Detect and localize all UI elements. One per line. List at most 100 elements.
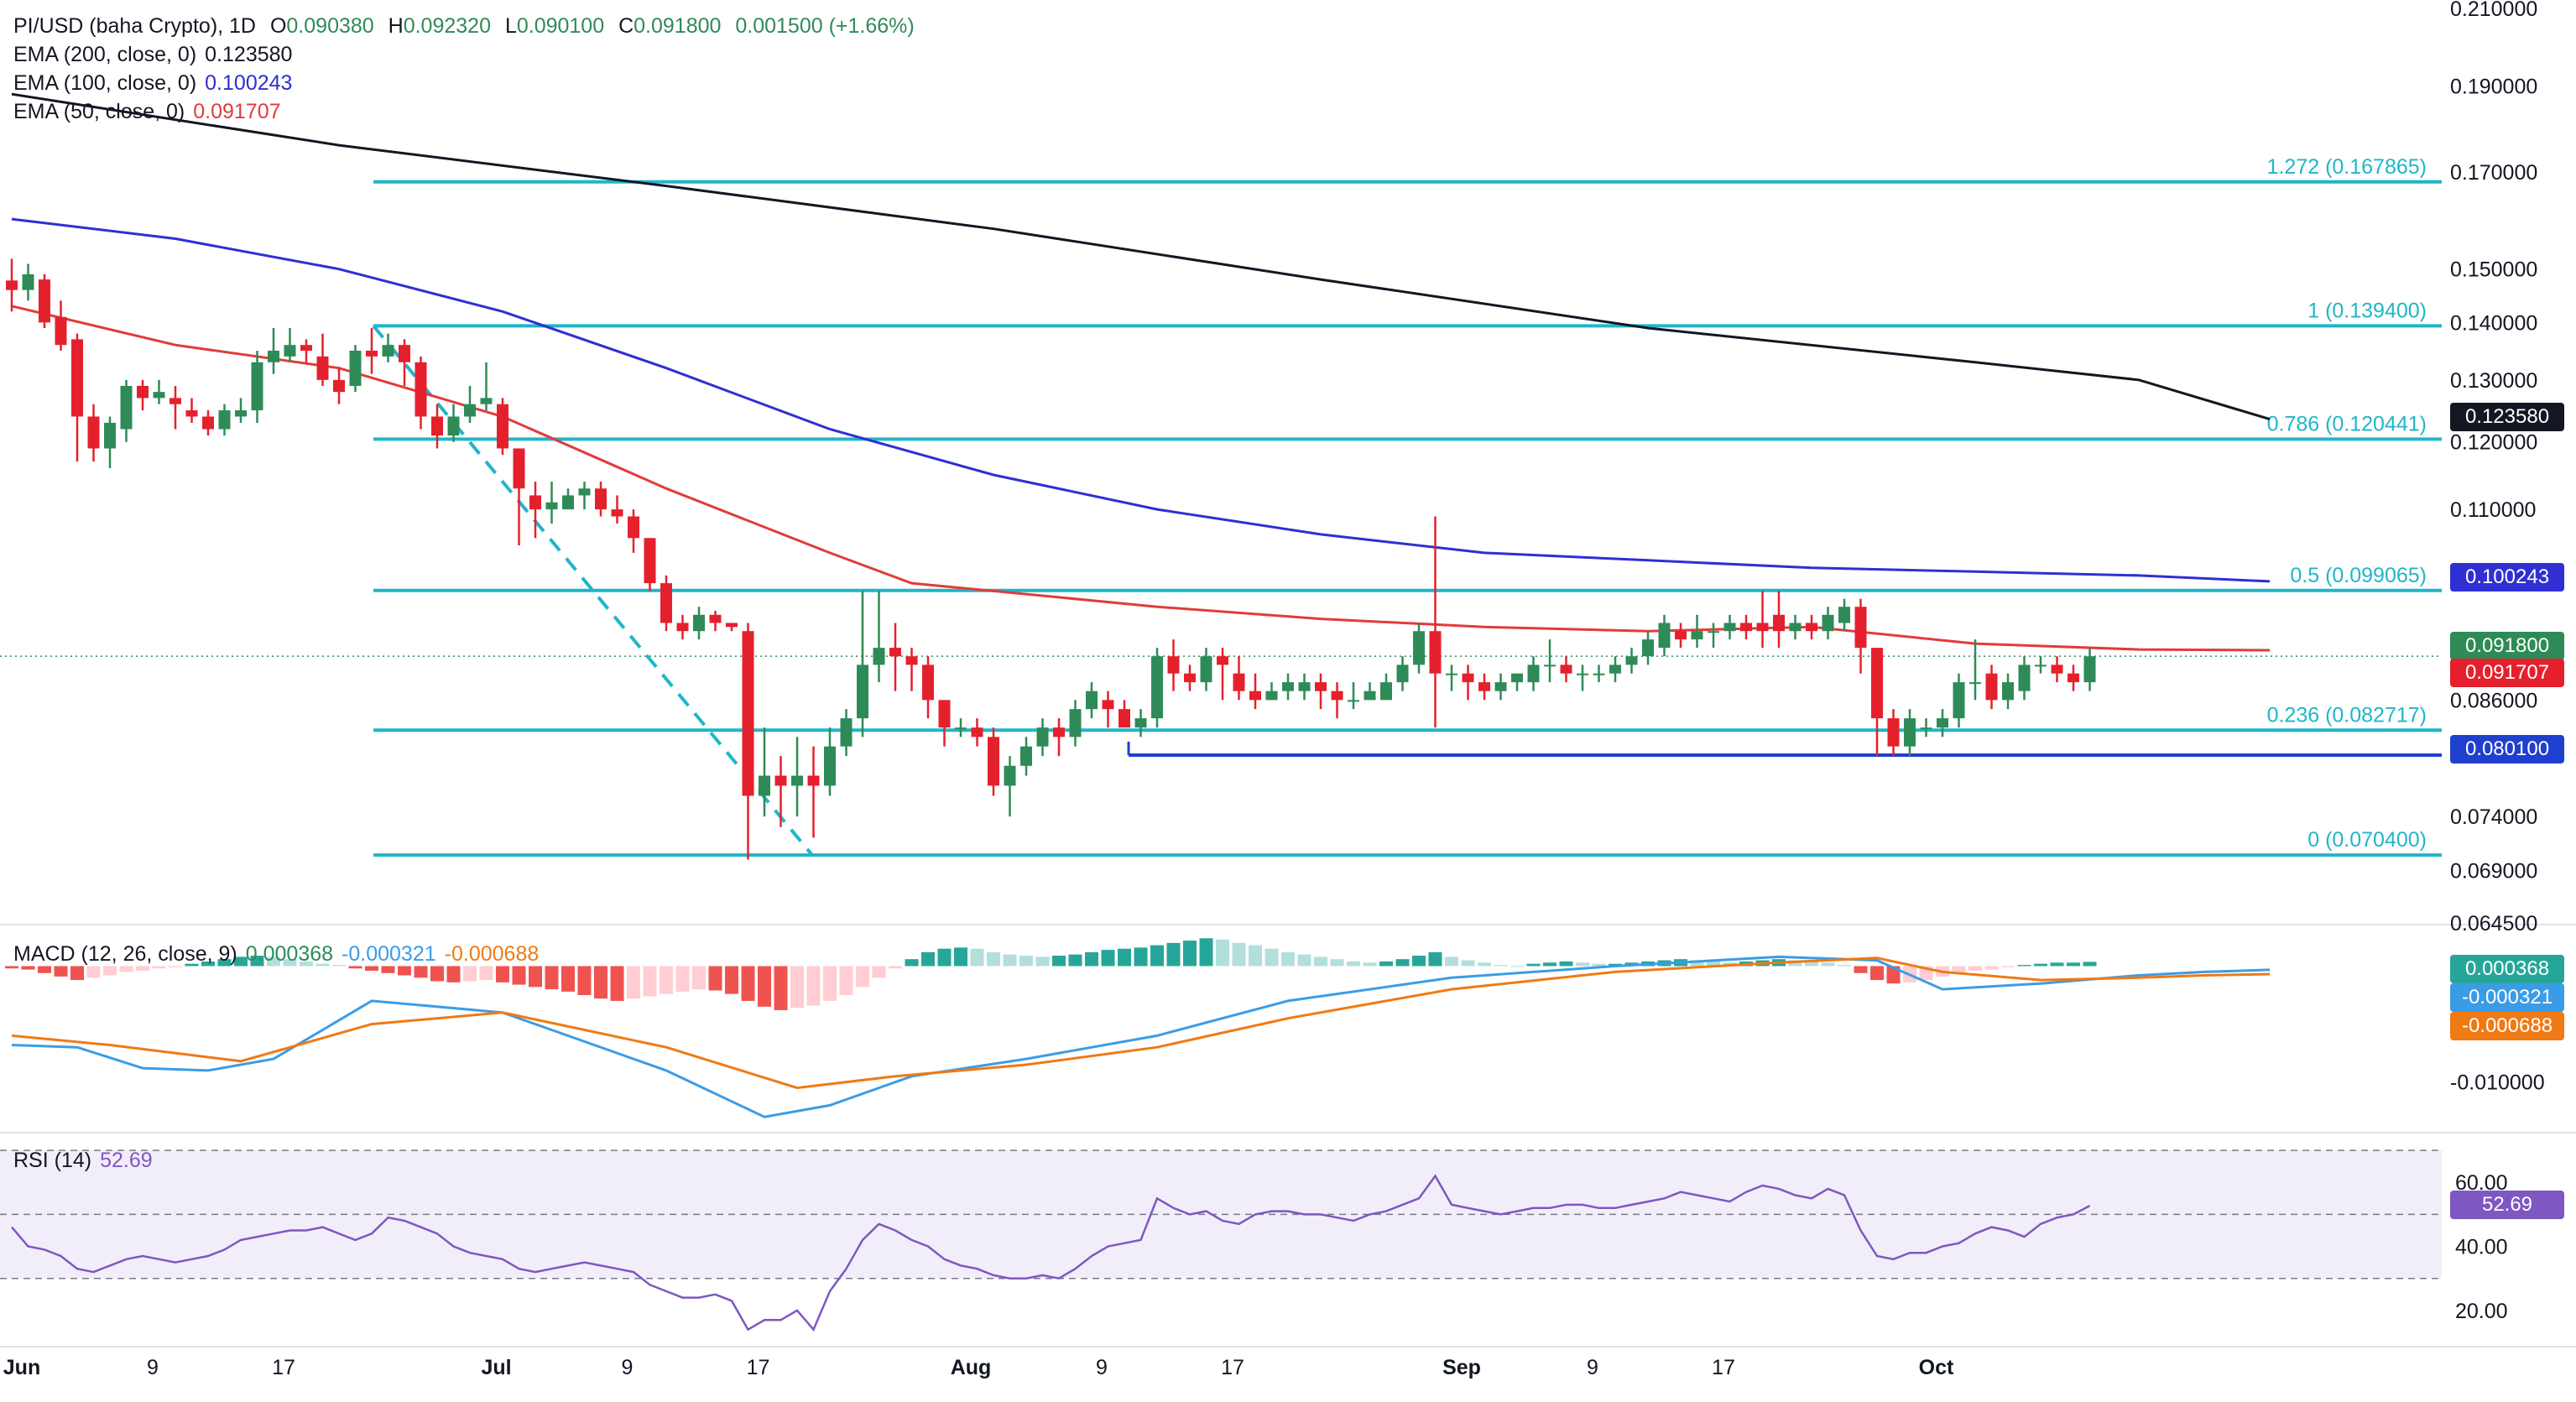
macd-histogram-bar (561, 966, 575, 992)
candle-body (742, 631, 754, 796)
price-axis-tick: 0.120000 (2450, 431, 2537, 455)
candle-body (120, 385, 133, 430)
macd-histogram-bar (1216, 939, 1229, 967)
price-axis-tick: 0.140000 (2450, 311, 2537, 335)
macd-histogram-bar (1788, 960, 1802, 967)
price-axis-tick: 0.130000 (2450, 369, 2537, 393)
macd-histogram-bar (577, 966, 592, 996)
candle-body (1593, 673, 1605, 675)
symbol-legend: PI/USD (baha Crypto), 1D O0.090380 H0.09… (13, 12, 923, 40)
macd-histogram-bar (937, 948, 952, 967)
macd-pane[interactable] (5, 938, 2271, 1118)
macd-histogram-bar (970, 948, 984, 967)
macd-histogram-bar (1199, 938, 1213, 967)
macd-histogram-bar (1183, 941, 1197, 967)
candle-body (1167, 656, 1180, 674)
ema200-line (11, 92, 2271, 421)
last-price-tag: 0.091800 (2450, 632, 2564, 660)
time-axis[interactable]: Jun 9 17 Jul 9 17 Aug 9 17 Sep 9 17 Oct (3, 1356, 1954, 1379)
candle-body (55, 316, 67, 346)
macd-histogram-bar (1428, 951, 1442, 967)
candle-body (2068, 673, 2079, 683)
ema200-value: 0.123580 (205, 43, 293, 66)
macd-histogram-bar (1150, 945, 1164, 967)
candle-body (22, 274, 34, 290)
rsi-pane[interactable] (0, 1149, 2442, 1332)
candle-body (578, 488, 591, 496)
price-axis[interactable]: 0.210000 0.190000 0.170000 0.150000 0.140000… (2450, 0, 2545, 1323)
candle-body (905, 656, 918, 665)
macd-histogram-bar (152, 966, 166, 969)
fibonacci-retracement[interactable]: 1.272 (0.167865) 1 (0.139400) 0.786 (0.120… (372, 155, 2442, 857)
candle-body (1871, 648, 1883, 719)
macd-histogram-bar (1330, 959, 1344, 967)
rsi-legend[interactable]: RSI (14) 52.69 (13, 1146, 161, 1175)
fib-level-label: 0.786 (0.120441) (2267, 412, 2427, 435)
macd-line (11, 955, 2271, 1118)
candle-body (1609, 665, 1621, 674)
macd-histogram-bar (430, 966, 444, 982)
macd-histogram-bar (774, 966, 788, 1010)
candle-body (1298, 682, 1311, 691)
candle-body (922, 665, 934, 701)
candle-body (2035, 665, 2047, 667)
candle-body (1184, 673, 1196, 683)
candle-body (1577, 673, 1588, 675)
candle-body (1429, 631, 1442, 674)
macd-hist-value: 0.000368 (245, 942, 334, 966)
grid (0, 655, 2576, 1347)
candle-body (1233, 673, 1245, 691)
macd-signal-tag: -0.000688 (2450, 1012, 2564, 1040)
fib-level-label: 0.5 (0.099065) (2290, 564, 2427, 587)
ema100-legend[interactable]: EMA (100, close, 0) 0.100243 (13, 69, 300, 97)
fib-swing-line (372, 325, 814, 857)
time-axis-tick: 17 (272, 1356, 295, 1379)
candle-body (1004, 765, 1016, 786)
candle-body (185, 410, 198, 417)
candle-body (1069, 709, 1082, 737)
candle-body (1478, 682, 1490, 691)
candle-body (726, 623, 738, 628)
candle-body (1462, 673, 1474, 683)
candle-body (153, 392, 165, 399)
candle-body (1036, 727, 1049, 747)
candle-body (169, 398, 181, 404)
candle-body (955, 727, 967, 730)
macd-histogram-bar (21, 966, 35, 970)
candle-body (366, 350, 378, 357)
macd-histogram-bar (905, 959, 919, 967)
macd-histogram-bar (1281, 951, 1295, 967)
macd-histogram-bar (627, 966, 640, 999)
macd-histogram-bar (2034, 963, 2047, 967)
candle-body (480, 398, 493, 404)
candle-body (1969, 682, 1981, 685)
candle-body (1904, 718, 1916, 747)
macd-histogram-bar (54, 966, 68, 977)
candle-body (1560, 665, 1572, 674)
candle-body (137, 385, 149, 399)
macd-label: MACD (12, 26, close, 9) (13, 942, 237, 966)
candle-body (1494, 682, 1507, 691)
macd-histogram-bar (921, 951, 935, 967)
candle-body (595, 488, 607, 510)
symbol-title: PI/USD (baha Crypto), 1D (13, 14, 256, 38)
candle-body (676, 623, 689, 632)
ema50-legend[interactable]: EMA (50, close, 0) 0.091707 (13, 97, 289, 126)
candle-body (971, 727, 983, 737)
macd-histogram-bar (1363, 962, 1377, 967)
macd-histogram-bar (1838, 965, 1851, 967)
macd-histogram-bar (201, 961, 215, 967)
ema200-price-tag: 0.123580 (2450, 403, 2564, 431)
ema200-legend[interactable]: EMA (200, close, 0) 0.123580 (13, 40, 300, 69)
macd-histogram-bar (512, 966, 526, 985)
candle-body (2002, 682, 2014, 701)
candle-body (447, 416, 460, 436)
macd-histogram-bar (479, 966, 493, 981)
candle-body (2051, 665, 2063, 674)
macd-histogram-bar (1314, 956, 1327, 967)
macd-histogram-bar (283, 959, 297, 967)
macd-histogram-bar (70, 966, 84, 981)
macd-legend[interactable]: MACD (12, 26, close, 9) 0.000368 -0.000321… (13, 940, 547, 968)
candle-body (774, 775, 787, 786)
